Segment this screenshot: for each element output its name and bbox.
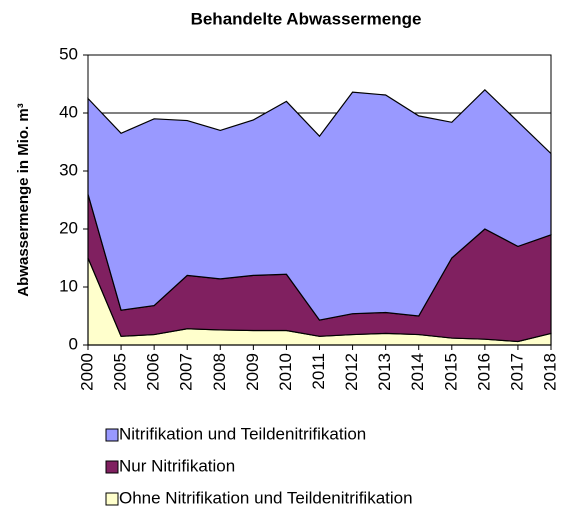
x-tick-label: 2011 bbox=[309, 353, 328, 390]
x-tick-label: 2000 bbox=[77, 353, 96, 391]
x-tick-label: 2016 bbox=[474, 353, 493, 391]
x-tick-label: 2005 bbox=[111, 353, 130, 391]
y-tick-label: 50 bbox=[59, 44, 78, 63]
chart-title: Behandelte Abwassermenge bbox=[191, 9, 422, 28]
x-tick-label: 2014 bbox=[408, 353, 427, 391]
y-tick-label: 0 bbox=[69, 334, 78, 353]
x-tick-label: 2017 bbox=[507, 353, 526, 391]
x-tick-label: 2009 bbox=[243, 353, 262, 391]
x-tick-label: 2006 bbox=[144, 353, 163, 391]
y-tick-label: 30 bbox=[59, 160, 78, 179]
y-tick-label: 40 bbox=[59, 102, 78, 121]
legend-label: Ohne Nitrifikation und Teildenitrifikati… bbox=[119, 488, 413, 507]
x-tick-label: 2015 bbox=[441, 353, 460, 391]
y-tick-label: 10 bbox=[59, 276, 78, 295]
x-tick-label: 2012 bbox=[342, 353, 361, 391]
x-tick-label: 2013 bbox=[375, 353, 394, 391]
y-axis-label: Abwassermenge in Mio. m³ bbox=[15, 103, 32, 296]
legend-label: Nur Nitrifikation bbox=[119, 456, 235, 475]
x-tick-label: 2010 bbox=[276, 353, 295, 391]
legend-swatch bbox=[105, 492, 119, 506]
x-tick-label: 2018 bbox=[540, 353, 559, 391]
x-tick-label: 2008 bbox=[210, 353, 229, 391]
legend-swatch bbox=[105, 460, 119, 474]
legend-swatch bbox=[105, 428, 119, 442]
legend-label: Nitrifikation und Teildenitrifikation bbox=[119, 424, 366, 443]
y-tick-label: 20 bbox=[59, 218, 78, 237]
x-tick-label: 2007 bbox=[177, 353, 196, 391]
